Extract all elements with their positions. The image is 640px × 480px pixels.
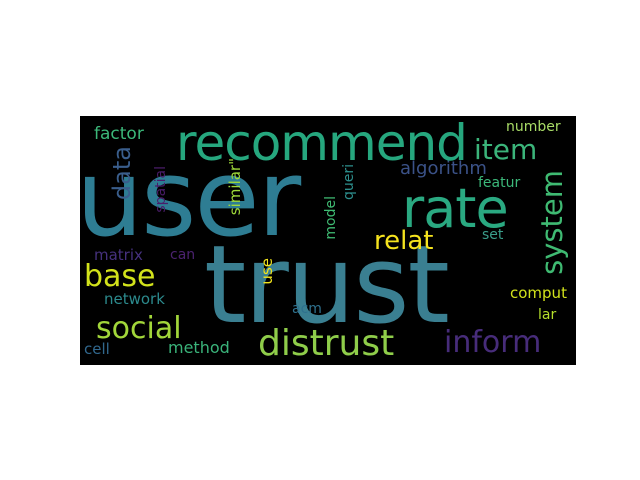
- word-factor: factor: [94, 124, 144, 144]
- word-acm: acm: [292, 301, 322, 317]
- word-trust: trust: [204, 223, 450, 348]
- word-base: base: [84, 259, 156, 294]
- word-lar: lar: [538, 307, 557, 323]
- word-inform: inform: [444, 325, 542, 360]
- word-spatial: spatial: [153, 166, 169, 213]
- word-matrix: matrix: [94, 246, 143, 264]
- word-number: number: [506, 119, 561, 135]
- word-method: method: [168, 338, 230, 357]
- word-data: data: [108, 146, 136, 201]
- word-model: model: [323, 196, 339, 240]
- word-use: use: [258, 258, 276, 285]
- word-comput: comput: [510, 284, 567, 302]
- word-item: item: [474, 133, 538, 166]
- word-algorithm: algorithm: [400, 158, 487, 179]
- word-user: user: [80, 137, 301, 260]
- word-distrust: distrust: [258, 323, 395, 364]
- word-social: social: [96, 311, 182, 346]
- word-rate: rate: [402, 177, 509, 240]
- word-system: system: [535, 170, 569, 275]
- word-can: can: [170, 247, 196, 263]
- word-set: set: [482, 227, 504, 243]
- word-cloud: user trust recommend rate distrust socia…: [80, 116, 576, 365]
- word-network: network: [104, 290, 165, 308]
- word-recommend: recommend: [176, 116, 468, 172]
- word-relat: relat: [374, 226, 434, 256]
- word-cell: cell: [84, 340, 110, 358]
- word-similar: similar": [226, 158, 244, 216]
- word-featur: featur: [478, 175, 521, 191]
- word-queri: queri: [341, 164, 357, 201]
